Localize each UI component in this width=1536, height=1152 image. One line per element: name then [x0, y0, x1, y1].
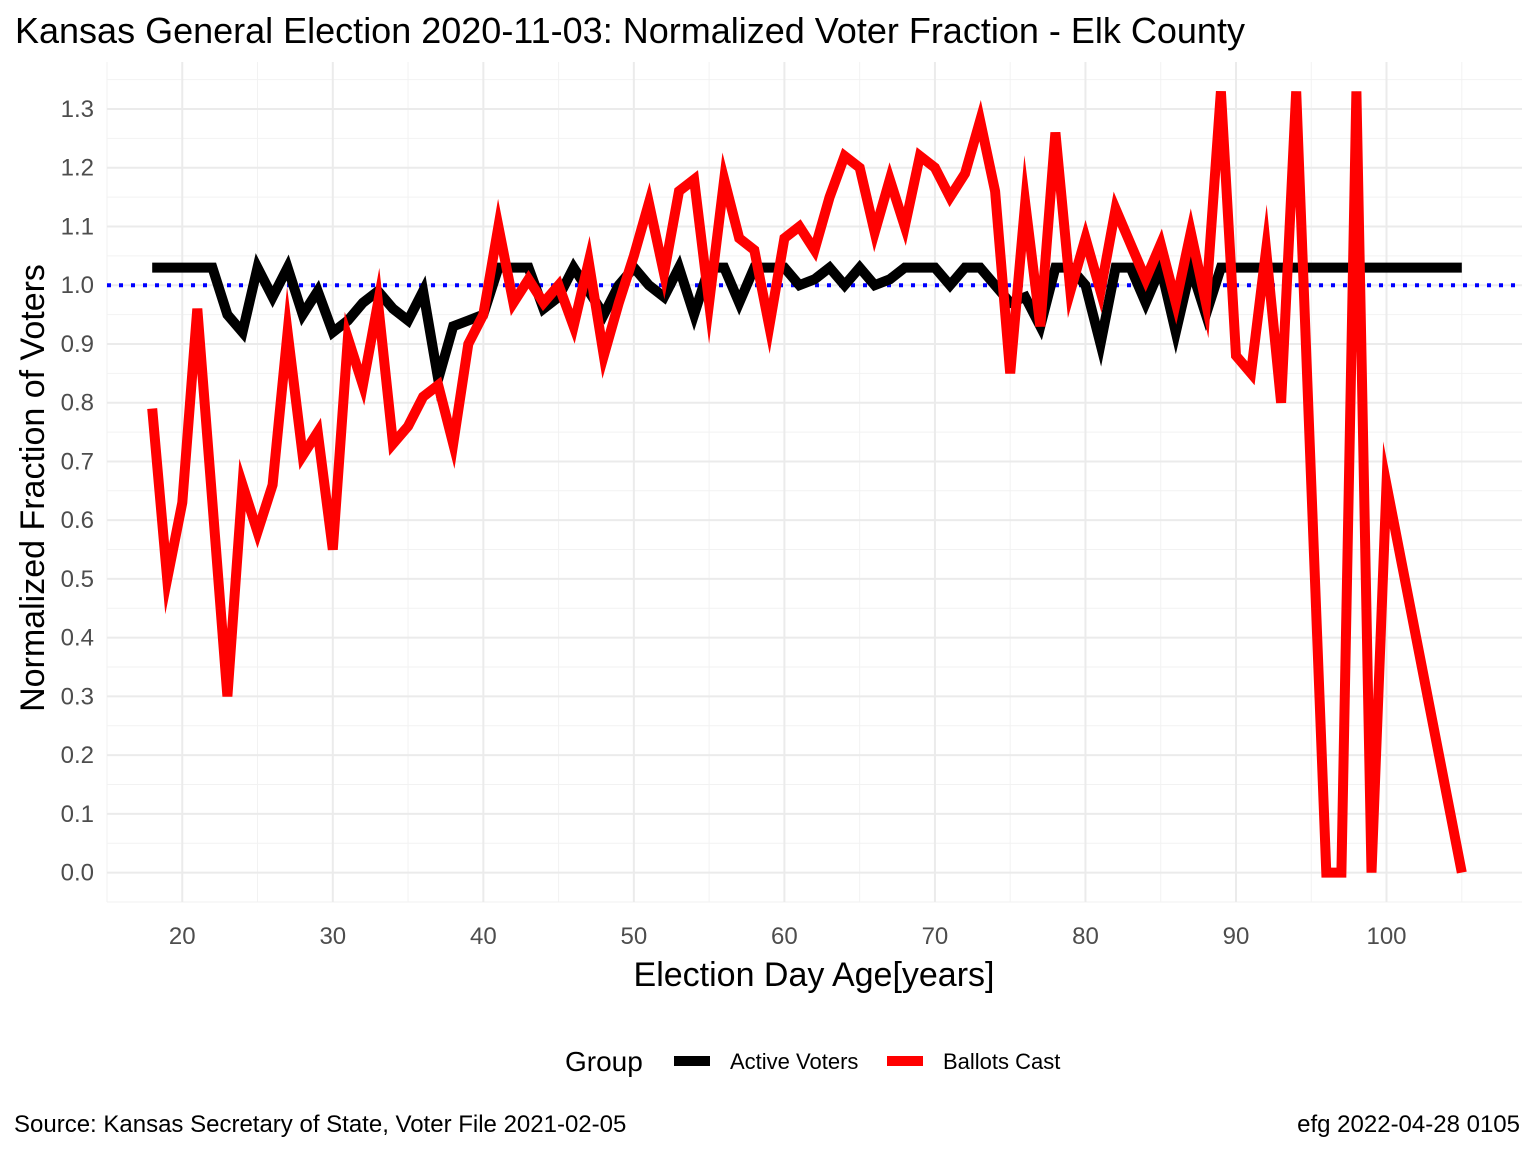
source-caption: Source: Kansas Secretary of State, Voter…: [14, 1111, 626, 1138]
chart-title: Kansas General Election 2020-11-03: Norm…: [15, 10, 1245, 51]
y-tick-label-6: 0.6: [61, 507, 94, 534]
legend-label-active-voters: Active Voters: [730, 1049, 858, 1074]
y-tick-label-9: 0.9: [61, 331, 94, 358]
legend-title: Group: [565, 1046, 643, 1077]
series-line-active-voters: [152, 248, 1462, 402]
x-axis-ticks: 20 30 40 50 60 70 80 90 100: [169, 923, 1407, 950]
legend: Group Active Voters Ballots Cast: [565, 1046, 1060, 1077]
x-tick-label-6: 80: [1072, 923, 1099, 950]
y-tick-label-3: 0.3: [61, 683, 94, 710]
y-tick-label-7: 0.7: [61, 448, 94, 475]
x-tick-label-3: 50: [621, 923, 648, 950]
y-tick-label-13: 1.3: [61, 96, 94, 123]
y-tick-label-1: 0.1: [61, 801, 94, 828]
x-tick-label-2: 40: [470, 923, 497, 950]
credit-caption: efg 2022-04-28 0105: [1297, 1111, 1520, 1138]
y-tick-label-11: 1.1: [61, 213, 94, 240]
series-line-ballots-cast: [147, 91, 1467, 878]
series-ballots-cast: [147, 91, 1467, 878]
y-tick-label-8: 0.8: [61, 390, 94, 417]
y-tick-label-2: 0.2: [61, 742, 94, 769]
y-tick-label-0: 0.0: [61, 860, 94, 887]
x-tick-label-5: 70: [922, 923, 949, 950]
series-layer: [147, 91, 1467, 878]
x-axis-title: Election Day Age[years]: [634, 956, 995, 994]
y-tick-label-4: 0.4: [61, 625, 94, 652]
y-axis-title: Normalized Fraction of Voters: [14, 264, 52, 712]
x-tick-label-0: 20: [169, 923, 196, 950]
y-tick-label-10: 1.0: [61, 272, 94, 299]
y-tick-label-5: 0.5: [61, 566, 94, 593]
x-tick-label-8: 100: [1366, 923, 1406, 950]
y-tick-label-12: 1.2: [61, 155, 94, 182]
x-tick-label-1: 30: [319, 923, 346, 950]
x-tick-label-7: 90: [1223, 923, 1250, 950]
y-axis-ticks: 0.0 0.1 0.2 0.3 0.4 0.5 0.6 0.7 0.8 0.9 1.0 1.1 1.2 1…: [61, 96, 94, 887]
legend-label-ballots-cast: Ballots Cast: [943, 1049, 1060, 1074]
x-tick-label-4: 60: [771, 923, 798, 950]
